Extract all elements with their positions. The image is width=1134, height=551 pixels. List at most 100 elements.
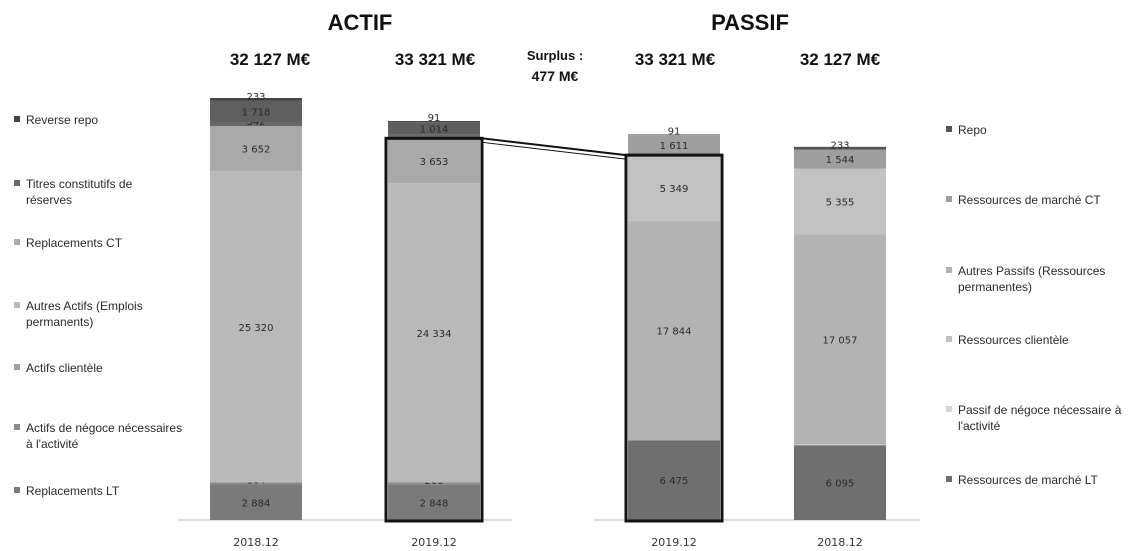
legend-label: Ressources clientèle xyxy=(958,333,1069,347)
highlight-box xyxy=(624,153,724,523)
bar-segment xyxy=(628,135,720,156)
legend-swatch xyxy=(14,487,20,493)
category-label: 2018.12 xyxy=(233,536,279,549)
legend-item: Replacements LT xyxy=(14,483,119,499)
bar-segment xyxy=(794,444,886,446)
legend-label: Repo xyxy=(958,123,987,137)
segment-label: 1 014 xyxy=(420,124,449,135)
bar-segment xyxy=(628,440,720,520)
legend-item: Autres Passifs (Ressources permanentes) xyxy=(946,263,1134,295)
bar-total-3: 33 321 M€ xyxy=(634,50,716,69)
highlight-box xyxy=(384,136,484,523)
actif-legend: Reverse repo Titres constitutifs de rése… xyxy=(14,0,194,551)
legend-swatch xyxy=(14,364,20,370)
legend-label: Reverse repo xyxy=(26,113,99,127)
segment-label: 17 844 xyxy=(657,327,692,338)
bar-segment xyxy=(388,138,480,184)
bar-total-4: 32 127 M€ xyxy=(799,50,881,69)
surplus-value: 477 M€ xyxy=(531,68,579,84)
bar-segment xyxy=(210,126,302,172)
bar-segment xyxy=(794,234,886,445)
actif-heading: ACTIF xyxy=(327,10,393,35)
bar-segment xyxy=(210,171,302,483)
legend-label: Replacements LT xyxy=(26,484,120,498)
highlight-connector xyxy=(481,141,627,160)
legend-item: Ressources de marché LT xyxy=(946,472,1098,488)
bar-segment xyxy=(794,168,886,235)
highlight-connector xyxy=(481,137,627,157)
legend-item: Ressources de marché CT xyxy=(946,192,1101,208)
legend-item: Passif de négoce nécessaire à l'activité xyxy=(946,402,1128,434)
legend-swatch xyxy=(946,196,952,202)
legend-item: Reverse repo xyxy=(14,112,98,128)
segment-label: 1 611 xyxy=(660,141,689,152)
legend-swatch xyxy=(946,336,952,342)
bar-segment xyxy=(210,98,302,101)
bar-segment xyxy=(628,220,720,441)
legend-swatch xyxy=(14,424,20,430)
legend-item: Replacements CT xyxy=(14,235,122,251)
category-label: 2018.12 xyxy=(817,536,863,549)
segment-label: 24 334 xyxy=(417,329,452,340)
segment-label: 1 718 xyxy=(242,107,271,118)
legend-item: Autres Actifs (Emplois permanents) xyxy=(14,298,186,330)
segment-label: 3 652 xyxy=(242,145,271,156)
segment-label: 342 xyxy=(246,117,265,128)
category-label: 2019.12 xyxy=(651,536,697,549)
bar-segment xyxy=(628,155,720,221)
legend-label: Actifs de négoce nécessaires à l'activit… xyxy=(26,421,183,451)
legend-swatch xyxy=(14,116,20,122)
legend-label: Autres Actifs (Emplois permanents) xyxy=(26,299,143,329)
segment-label: 2 884 xyxy=(242,498,271,509)
bar-segment xyxy=(388,134,480,139)
legend-swatch xyxy=(946,406,952,412)
segment-label: 91 xyxy=(428,113,441,124)
passif-legend: Repo Ressources de marché CT Autres Pass… xyxy=(946,0,1126,551)
legend-swatch xyxy=(14,302,20,308)
segment-label: 1 544 xyxy=(826,155,855,166)
category-label: 2019.12 xyxy=(411,536,457,549)
legend-label: Actifs clientèle xyxy=(26,361,103,375)
bar-segment xyxy=(388,122,480,135)
segment-label: 233 xyxy=(830,141,849,152)
bar-segment xyxy=(388,121,480,123)
segment-label: 17 057 xyxy=(823,335,858,346)
passif-heading: PASSIF xyxy=(711,10,789,35)
surplus-label: Surplus : xyxy=(526,48,584,63)
legend-item: Actifs de négoce nécessaires à l'activit… xyxy=(14,420,186,452)
legend-swatch xyxy=(14,239,20,245)
bar-segment xyxy=(794,445,886,520)
bar-segment xyxy=(210,100,302,122)
segment-label: 3 653 xyxy=(420,157,449,168)
legend-item: Ressources clientèle xyxy=(946,332,1069,348)
legend-swatch xyxy=(946,126,952,132)
legend-label: Replacements CT xyxy=(26,236,123,250)
bar-segment xyxy=(210,121,302,127)
legend-swatch xyxy=(946,476,952,482)
segment-label: 233 xyxy=(246,92,265,103)
legend-swatch xyxy=(946,267,952,273)
bar-segment xyxy=(210,484,302,520)
legend-label: Titres constitutifs de réserves xyxy=(26,177,133,207)
segment-label: 5 349 xyxy=(660,184,689,195)
segment-label: 6 095 xyxy=(826,479,855,490)
legend-label: Ressources de marché CT xyxy=(958,193,1101,207)
segment-label: 91 xyxy=(668,126,681,137)
segment-label: 25 320 xyxy=(239,323,274,334)
segment-label: 6 475 xyxy=(660,476,689,487)
bar-total-2: 33 321 M€ xyxy=(394,50,476,69)
legend-item: Repo xyxy=(946,122,987,138)
bar-segment xyxy=(210,482,302,485)
legend-item: Actifs clientèle xyxy=(14,360,103,376)
bar-segment xyxy=(794,146,886,150)
segment-label: 2 848 xyxy=(420,498,449,509)
segment-label: 5 355 xyxy=(826,198,855,209)
bar-total-1: 32 127 M€ xyxy=(229,50,311,69)
legend-label: Passif de négoce nécessaire à l'activité xyxy=(958,403,1122,433)
legend-label: Autres Passifs (Ressources permanentes) xyxy=(958,264,1106,294)
bar-segment xyxy=(388,482,480,485)
bar-segment xyxy=(388,183,480,483)
legend-label: Ressources de marché LT xyxy=(958,473,1098,487)
bar-segment xyxy=(794,149,886,169)
